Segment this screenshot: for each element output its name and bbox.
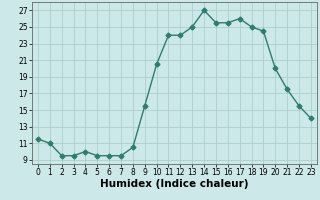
X-axis label: Humidex (Indice chaleur): Humidex (Indice chaleur) <box>100 179 249 189</box>
